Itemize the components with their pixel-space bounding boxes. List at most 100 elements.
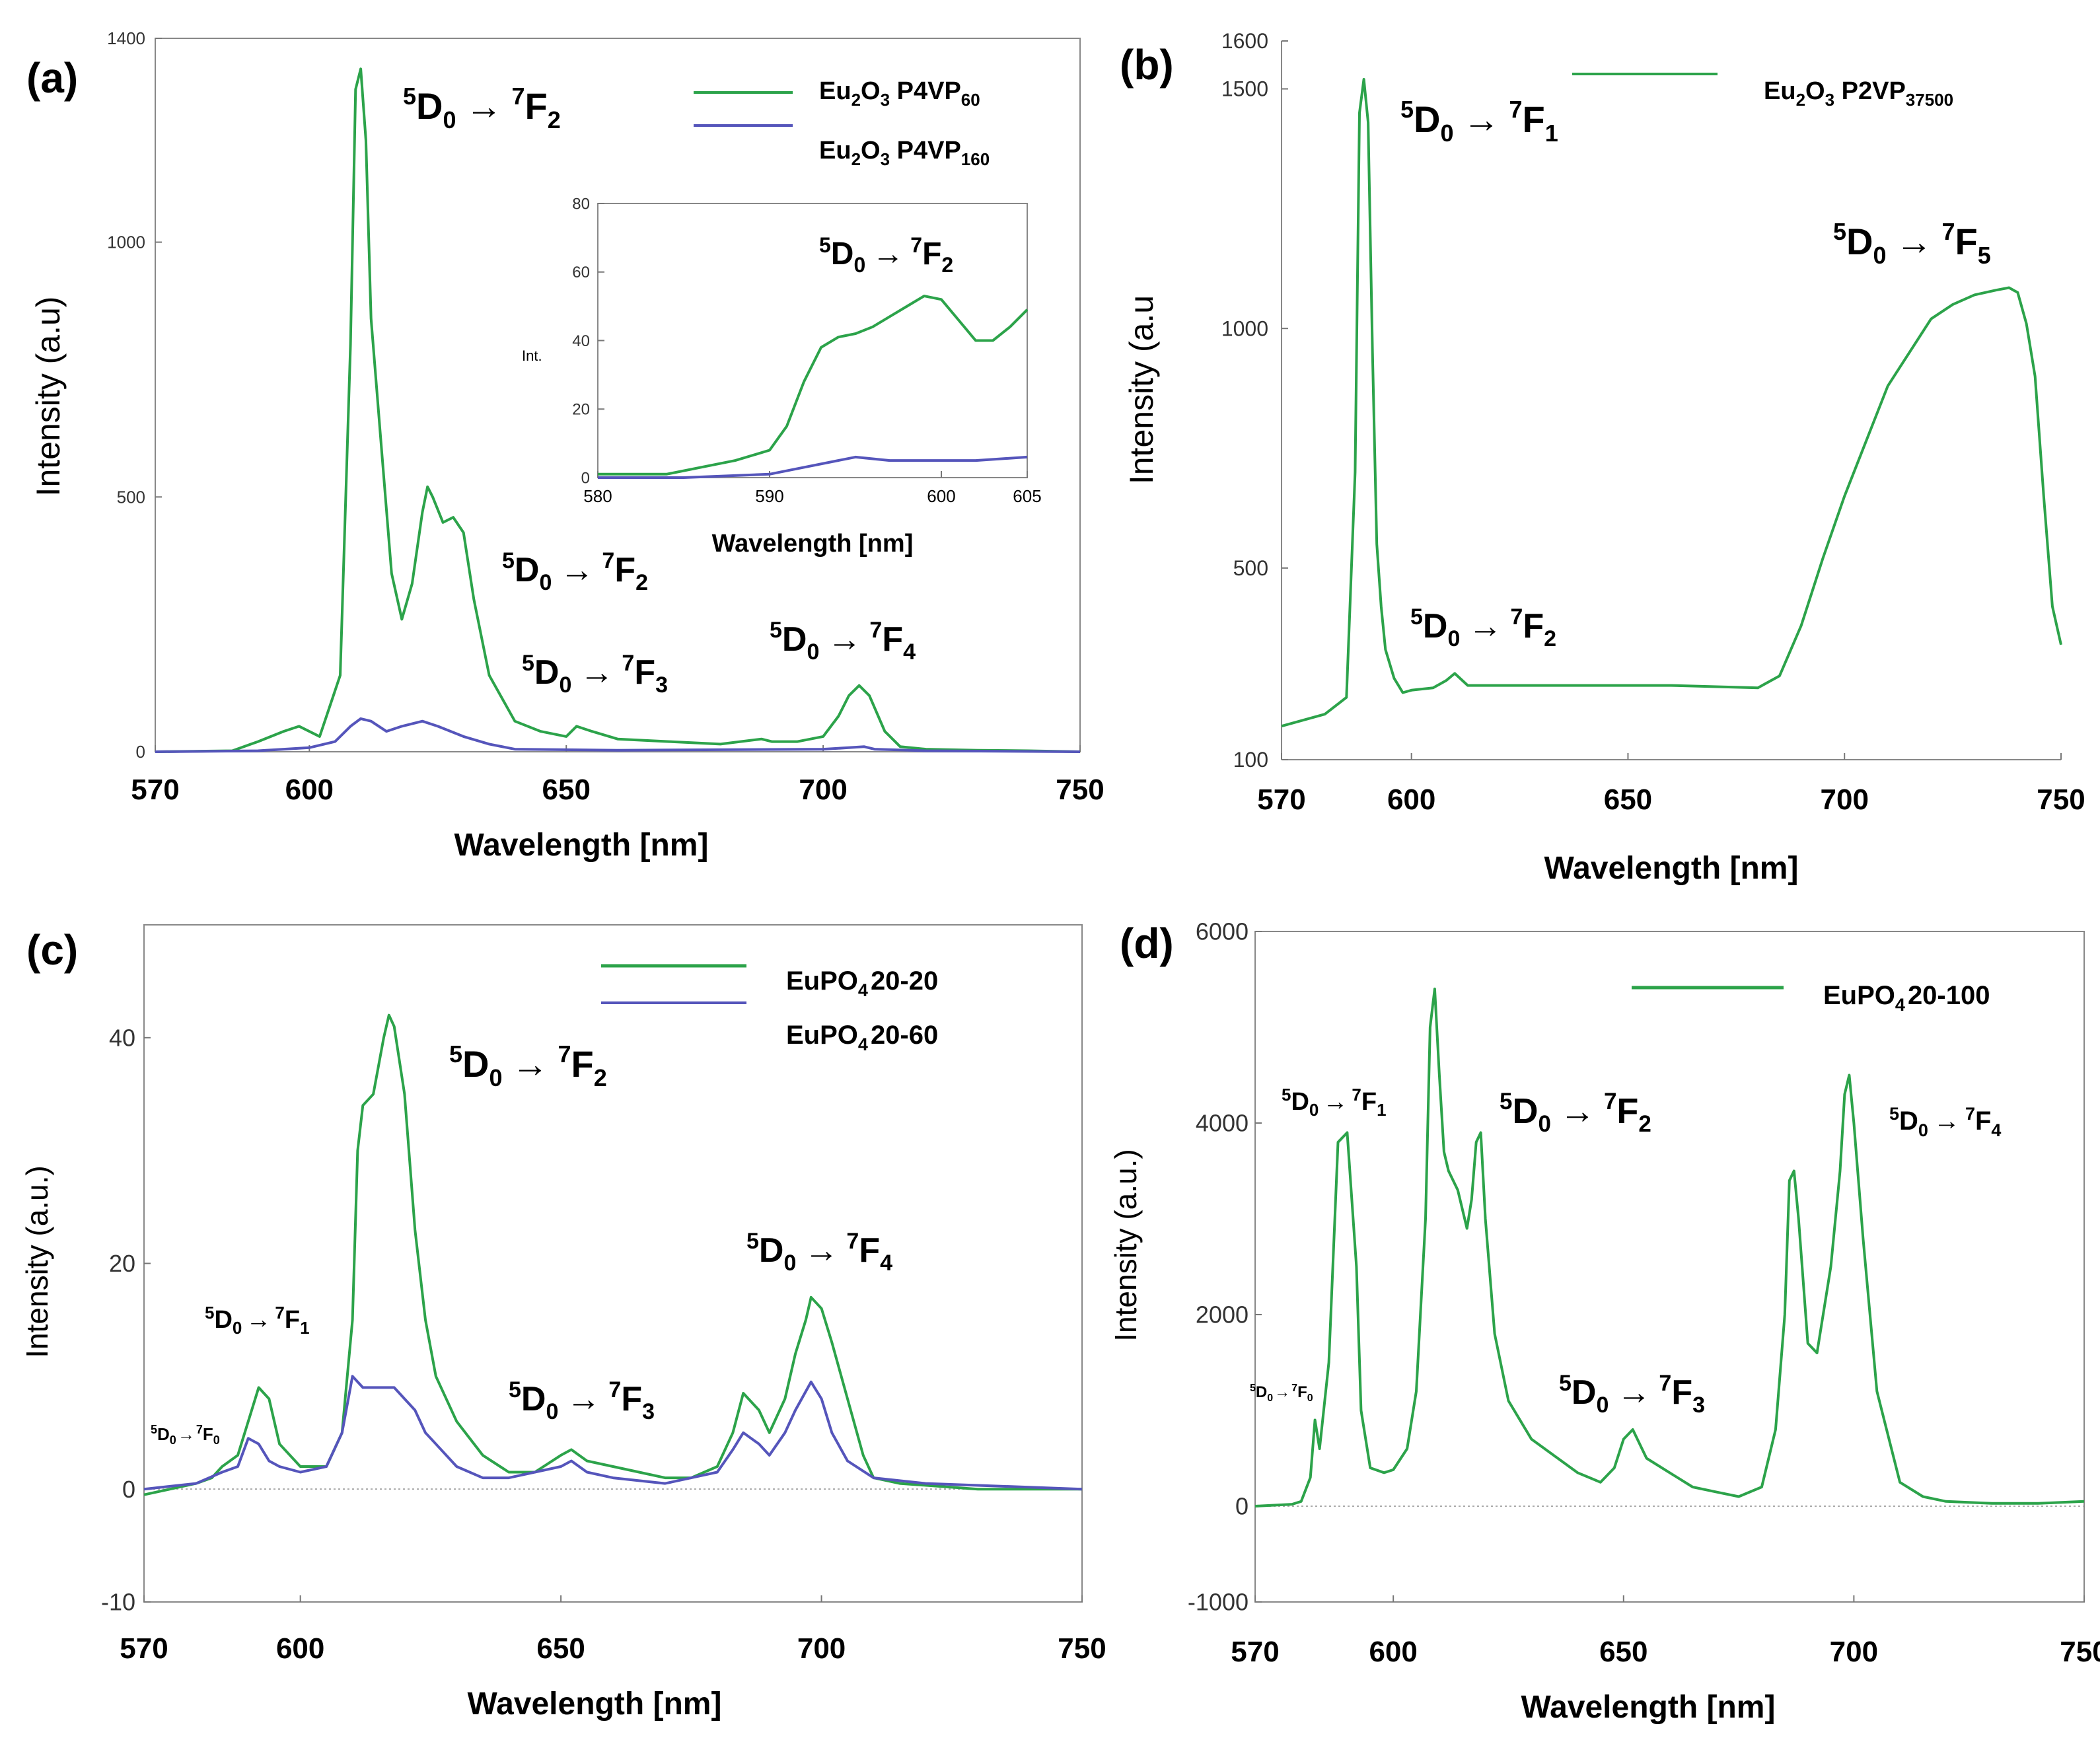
legend-label-b-1: Eu2O3 P2VP37500: [1764, 77, 1953, 110]
legend-label-c-1: EuPO4 20-20: [786, 966, 938, 1000]
panel-label-c: (c): [26, 926, 78, 974]
x-tick-label: 700: [799, 774, 847, 806]
y-tick-label: 2000: [1196, 1301, 1249, 1328]
annotation-b-f2: 5D0 → 7F2: [1410, 604, 1556, 651]
series-line-1: [1281, 78, 2062, 728]
y-tick-label: 1600: [1221, 29, 1268, 53]
y-tick-label: 0: [136, 742, 145, 762]
y-tick-label: 0: [122, 1476, 135, 1503]
x-tick-label: 600: [285, 774, 334, 806]
series-group-b: [1281, 78, 2062, 728]
y-tick-label: 20: [109, 1250, 135, 1277]
y-tick-label: 500: [117, 487, 145, 507]
legend-a: Eu2O3 P4VP60 Eu2O3 P4VP160: [694, 77, 990, 169]
xlabel-b: Wavelength [nm]: [1544, 851, 1799, 886]
y-tick-label: 1400: [107, 28, 145, 48]
annotation-b-f5: 5D0 → 7F5: [1833, 218, 1991, 269]
series-line-2: [155, 717, 1081, 753]
y-tick-label: 80: [572, 195, 590, 213]
annotation-d-f4: 5D0 → 7F4: [1889, 1104, 2001, 1140]
y-ticks-d: -1000 0 2000 4000 6000: [1188, 918, 2084, 1616]
ylabel-a: Intensity (a.u): [30, 297, 67, 497]
series-line-1: [1254, 988, 2085, 1508]
annotation-c-f3: 5D0 → 7F3: [509, 1377, 655, 1424]
annotation-a-f2-main: 5D0 → 7F2: [403, 83, 561, 133]
ylabel-b: Intensity (a.u: [1123, 295, 1160, 484]
series-line-1: [143, 1013, 1082, 1496]
x-tick-label: 650: [542, 774, 591, 806]
ylabel-d: Intensity (a.u.): [1108, 1149, 1143, 1341]
y-tick-label: 4000: [1196, 1110, 1249, 1137]
x-tick-label: 750: [2037, 783, 2085, 816]
xlabel-c: Wavelength [nm]: [468, 1687, 722, 1722]
legend-label-d-1: EuPO4 20-100: [1823, 981, 1990, 1015]
annotation-c-f2: 5D0 → 7F2: [449, 1040, 607, 1091]
inset-x-ticks: 580 590 600 605: [583, 471, 1042, 506]
ylabel-c: Intensity (a.u.): [20, 1165, 54, 1358]
x-ticks-d: 570 600 650 700 750: [1231, 1595, 2100, 1668]
x-tick-label: 750: [1058, 1632, 1106, 1665]
x-tick-label: 650: [536, 1632, 585, 1665]
y-tick-label: 100: [1233, 748, 1268, 772]
annotation-a-f2-second: 5D0 → 7F2: [502, 548, 648, 595]
inset-xlabel: Wavelength [nm]: [712, 530, 914, 558]
annotations-c: 5D0 → 7F2 5D0 → 7F4 5D0 → 7F1 5D0 → 7F3 5D0→ 7F0: [151, 1040, 892, 1447]
xlabel-d: Wavelength [nm]: [1521, 1690, 1776, 1725]
x-tick-label: 580: [583, 486, 612, 506]
annotation-a-f3: 5D0 → 7F3: [522, 651, 668, 698]
series-group-c: [143, 1013, 1083, 1496]
annotations-a: 5D0 → 7F2 5D0 → 7F2 5D0 → 7F3 5D0 → 7F4: [403, 83, 916, 698]
series-line-1: [155, 67, 1081, 753]
series-line-2: [598, 455, 1028, 479]
axes-b: 100 500 1000 1500 1600 570 600 650 700 750: [1221, 29, 2085, 816]
panel-d: (d) -1000 0 2000 4000 6000 570 600 650 700 750 I…: [1108, 918, 2100, 1725]
annotation-c-f0: 5D0→ 7F0: [151, 1423, 220, 1447]
x-tick-label: 570: [131, 774, 179, 806]
legend-label-a-1: Eu2O3 P4VP60: [819, 77, 980, 110]
inset-frame-a: [597, 203, 1028, 478]
x-tick-label: 600: [1369, 1636, 1417, 1668]
panel-c: (c) -10 0 20 40 570 600 650 700 750 Intensity (…: [20, 924, 1106, 1722]
y-tick-label: 1000: [107, 233, 145, 252]
series-line-2: [143, 1375, 1083, 1491]
x-tick-label: 600: [276, 1632, 324, 1665]
annotation-d-f2: 5D0 → 7F2: [1500, 1089, 1651, 1137]
x-tick-label: 600: [927, 486, 955, 506]
legend-label-a-2: Eu2O3 P4VP160: [819, 137, 990, 169]
inset-ylabel: Int.: [522, 347, 542, 364]
y-ticks-c: -10 0 20 40: [101, 1024, 1082, 1616]
plot-frame-d: [1254, 931, 2085, 1603]
y-tick-label: 0: [581, 469, 590, 487]
x-tick-label: 650: [1604, 783, 1652, 816]
legend-b: Eu2O3 P2VP37500: [1572, 73, 1953, 110]
x-tick-label: 570: [1231, 1636, 1279, 1668]
x-tick-label: 700: [1821, 783, 1869, 816]
inset-annotation: 5D0 → 7F2: [819, 233, 953, 277]
inset-series-group: [598, 295, 1029, 479]
x-tick-label: 600: [1387, 783, 1435, 816]
y-ticks-a: 0 500 1000 1400: [107, 28, 162, 762]
x-tick-label: 750: [2060, 1636, 2100, 1668]
series-group-a: [155, 67, 1081, 753]
x-ticks-b: 570 600 650 700 750: [1257, 753, 2085, 816]
x-ticks-c: 570 600 650 700 750: [120, 1595, 1106, 1665]
annotation-c-f1: 5D0 → 7F1: [205, 1303, 310, 1338]
annotation-c-f4: 5D0 → 7F4: [746, 1229, 892, 1276]
xlabel-a: Wavelength [nm]: [454, 828, 709, 863]
panel-label-b: (b): [1120, 41, 1174, 89]
annotation-d-f0: 5D0→ 7F0: [1250, 1383, 1313, 1404]
series-line-1: [598, 295, 1029, 476]
legend-label-c-2: EuPO4 20-60: [786, 1021, 938, 1054]
annotations-b: 5D0 → 7F1 5D0 → 7F5 5D0 → 7F2: [1400, 96, 1991, 651]
plot-frame-a: [155, 38, 1081, 752]
y-tick-label: 500: [1233, 556, 1268, 580]
x-tick-label: 750: [1056, 774, 1104, 806]
legend-d: EuPO4 20-100: [1632, 981, 1990, 1015]
x-tick-label: 700: [797, 1632, 846, 1665]
y-tick-label: 1000: [1221, 316, 1268, 340]
panel-b: (b) 100 500 1000 1500 1600 570 600 650 700 750 I…: [1120, 29, 2085, 886]
annotation-d-f3: 5D0 → 7F3: [1559, 1371, 1705, 1418]
